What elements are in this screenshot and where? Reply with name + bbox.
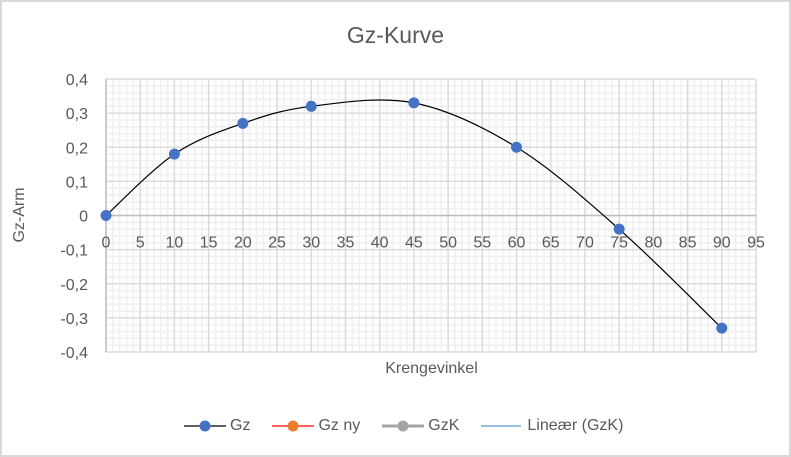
svg-text:40: 40 xyxy=(371,235,389,252)
svg-text:-0,4: -0,4 xyxy=(60,345,88,362)
svg-text:0: 0 xyxy=(102,235,111,252)
svg-text:30: 30 xyxy=(302,235,320,252)
svg-text:75: 75 xyxy=(610,235,628,252)
svg-text:10: 10 xyxy=(166,235,184,252)
svg-text:0,4: 0,4 xyxy=(66,72,88,89)
legend-item-linear-gzk[interactable]: Lineær (GzK) xyxy=(481,417,623,435)
chart-title: Gz-Kurve xyxy=(346,22,445,48)
data-point[interactable] xyxy=(408,97,420,109)
data-point[interactable] xyxy=(716,322,728,334)
legend-marker-icon xyxy=(272,420,315,432)
svg-text:85: 85 xyxy=(679,235,697,252)
x-axis-title: Krengevinkel xyxy=(385,360,478,377)
svg-text:80: 80 xyxy=(644,235,662,252)
data-point[interactable] xyxy=(613,223,625,235)
svg-text:5: 5 xyxy=(136,235,145,252)
legend-item-gz[interactable]: Gz xyxy=(184,417,250,435)
svg-text:-0,1: -0,1 xyxy=(60,243,88,260)
svg-text:70: 70 xyxy=(576,235,594,252)
legend[interactable]: Gz Gz ny GzK Lineær (GzK) xyxy=(184,417,645,435)
svg-text:20: 20 xyxy=(234,235,252,252)
svg-text:0,1: 0,1 xyxy=(66,174,88,191)
svg-text:0: 0 xyxy=(79,209,88,226)
legend-item-gzk[interactable]: GzK xyxy=(382,417,459,435)
legend-item-gz-ny[interactable]: Gz ny xyxy=(272,417,360,435)
svg-text:95: 95 xyxy=(747,235,765,252)
legend-label: GzK xyxy=(428,417,460,434)
svg-text:0,3: 0,3 xyxy=(66,106,88,123)
svg-text:25: 25 xyxy=(268,235,286,252)
svg-text:-0,3: -0,3 xyxy=(60,311,88,328)
legend-label: Gz ny xyxy=(318,417,361,434)
data-point[interactable] xyxy=(237,117,249,129)
legend-marker-icon xyxy=(382,420,425,432)
data-point[interactable] xyxy=(511,141,523,153)
legend-marker-icon xyxy=(184,420,226,432)
y-axis-ticks: 0,4 0,3 0,2 0,1 0 -0,1 -0,2 -0,3 -0,4 xyxy=(60,72,88,362)
legend-line-icon xyxy=(481,425,522,427)
series-gz[interactable] xyxy=(100,97,728,334)
svg-text:-0,2: -0,2 xyxy=(60,277,88,294)
data-point[interactable] xyxy=(305,100,317,112)
data-point[interactable] xyxy=(168,148,180,160)
legend-label: Gz xyxy=(230,417,251,434)
svg-text:15: 15 xyxy=(200,235,218,252)
x-axis-ticks: 0 5 10 15 20 25 30 35 40 45 50 55 60 65 70 75 80 85 90 95 xyxy=(102,235,765,252)
svg-text:90: 90 xyxy=(713,235,731,252)
svg-text:60: 60 xyxy=(508,235,526,252)
data-point[interactable] xyxy=(100,210,112,221)
svg-text:45: 45 xyxy=(405,235,423,252)
svg-text:65: 65 xyxy=(542,235,560,252)
svg-text:55: 55 xyxy=(473,235,491,252)
svg-text:50: 50 xyxy=(439,235,457,252)
svg-text:0,2: 0,2 xyxy=(66,140,88,157)
legend-label: Lineær (GzK) xyxy=(527,417,624,434)
svg-text:35: 35 xyxy=(337,235,355,252)
